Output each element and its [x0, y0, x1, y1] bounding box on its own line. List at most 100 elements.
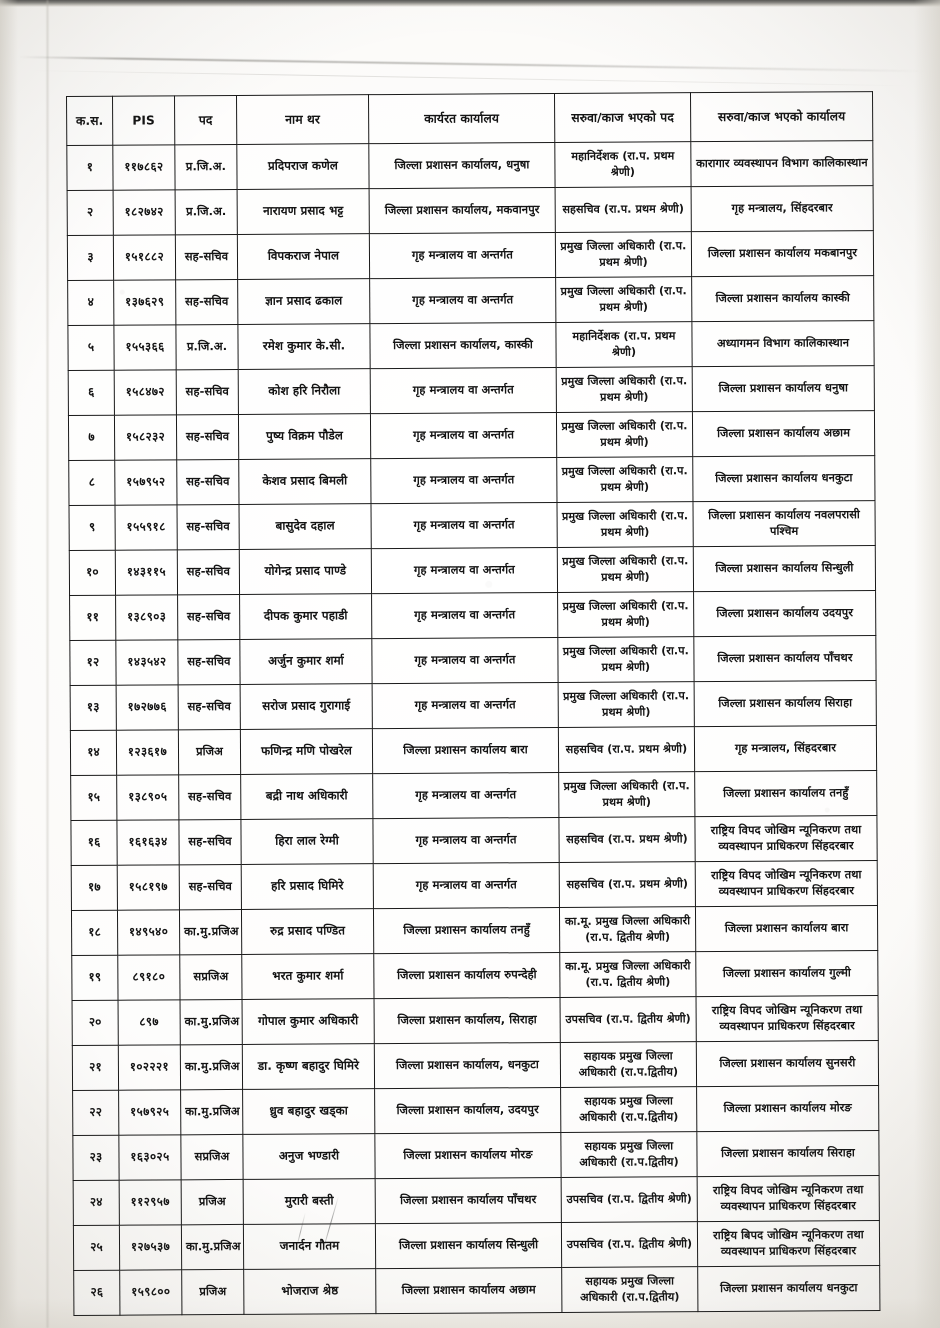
cell-pis: ८९१८०: [117, 954, 181, 1001]
cell-new-post: प्रमुख जिल्ला अधिकारी (रा.प. प्रथम श्रेण…: [555, 276, 692, 323]
table-row: १ ११७८६२ प्र.जि.अ. प्रदिपराज कणेल जिल्ला प्र…: [66, 140, 874, 191]
cell-new-office: जिल्ला प्रशासन कार्यालय नवलपरासी पश्चिम: [692, 500, 876, 547]
cell-serial: ६: [68, 370, 115, 416]
cell-current-office: गृह मन्त्रालय वा अन्तर्गत: [370, 367, 557, 414]
cell-new-office: जिल्ला प्रशासन कार्यालय मोरङ: [696, 1085, 879, 1132]
cell-new-office: जिल्ला प्रशासन कार्यालय पाँचथर: [693, 635, 877, 682]
cell-new-office: राष्ट्रिय विपद जोखिम न्यूनिकरण तथा व्यवस…: [694, 815, 878, 862]
cell-new-post: सहायक प्रमुख जिल्ला अधिकारी (रा.प.द्विती…: [560, 1131, 698, 1178]
cell-current-office: जिल्ला प्रशासन कार्यालय सिन्धुली: [375, 1222, 562, 1269]
cell-current-office: गृह मन्त्रालय वा अन्तर्गत: [373, 862, 560, 909]
header-row: क.स. PIS पद नाम थर कार्यरत कार्यालय सरुव…: [66, 91, 873, 146]
cell-pis: १५५९१८: [115, 504, 178, 551]
cell-current-office: जिल्ला प्रशासन कार्यालय, उदयपुर: [374, 1087, 561, 1134]
table-row: २० ८९७ का.मु.प्रजिअ गोपाल कुमार अधिकारी जिल्…: [72, 995, 879, 1046]
cell-name: डा. कृष्ण बहादुर घिमिरे: [242, 1043, 375, 1090]
cell-post: सह-सचिव: [177, 594, 240, 640]
cell-pis: ८९७: [118, 999, 181, 1046]
cell-pis: १५५३६६: [113, 324, 177, 371]
cell-pis: १०२२२१: [118, 1044, 181, 1091]
cell-new-post: सहायक प्रमुख जिल्ला अधिकारी (रा.प.द्विती…: [561, 1266, 698, 1313]
cell-current-office: जिल्ला प्रशासन कार्यालय बारा: [372, 727, 559, 774]
cell-serial: २१: [72, 1045, 119, 1091]
cell-current-office: गृह मन्त्रालय वा अन्तर्गत: [369, 277, 556, 324]
cell-post: प्रजिअ: [181, 1179, 244, 1225]
cell-name: हरि प्रसाद घिमिरे: [241, 863, 374, 910]
cell-post: प्र.जि.अ.: [175, 324, 239, 370]
column-header-current-office: कार्यरत कार्यालय: [368, 93, 555, 144]
cell-name: हिरा लाल रेग्मी: [240, 818, 374, 865]
table-body: १ ११७८६२ प्र.जि.अ. प्रदिपराज कणेल जिल्ला प्र…: [66, 140, 880, 1316]
cell-current-office: गृह मन्त्रालय वा अन्तर्गत: [370, 457, 557, 504]
cell-new-post: प्रमुख जिल्ला अधिकारी (रा.प. प्रथम श्रेण…: [557, 546, 694, 593]
cell-post: सह-सचिव: [176, 414, 239, 460]
cell-new-post: प्रमुख जिल्ला अधिकारी (रा.प. प्रथम श्रेण…: [558, 681, 695, 728]
cell-pis: १६१६३४: [116, 819, 180, 866]
cell-post: सह-सचिव: [178, 819, 242, 865]
cell-serial: १५: [70, 775, 117, 821]
cell-new-post: सहसचिव (रा.प. प्रथम श्रेणी): [558, 816, 696, 863]
table-row: ११ १३८९०३ सह-सचिव दीपक कुमार पहाडी गृह मन्त्…: [69, 590, 876, 641]
column-header-serial: क.स.: [66, 96, 113, 146]
cell-serial: २०: [72, 1000, 119, 1046]
cell-pis: १५१८८२: [113, 234, 176, 281]
cell-name: योगेन्द्र प्रसाद पाण्डे: [239, 548, 372, 595]
table-row: १२ १४३५४२ सह-सचिव अर्जुन कुमार शर्मा गृह मन्…: [69, 635, 877, 686]
cell-new-post: का.मू. प्रमुख जिल्ला अधिकारी (रा.प. द्वि…: [559, 951, 697, 998]
cell-name: बद्री नाथ अधिकारी: [240, 773, 373, 820]
cell-new-office: जिल्ला प्रशासन कार्यालय गुल्मी: [695, 950, 879, 997]
table-row: १९ ८९१८० सप्रजिअ भरत कुमार शर्मा जिल्ला प्रश…: [71, 950, 879, 1001]
cell-current-office: जिल्ला प्रशासन कार्यालय अछाम: [375, 1267, 562, 1314]
cell-name: दीपक कुमार पहाडी: [239, 593, 372, 640]
cell-new-office: राष्ट्रिय विपद जोखिम न्यूनिकरण तथा व्यवस…: [697, 1175, 880, 1222]
cell-post: सप्रजिअ: [180, 1134, 244, 1180]
cell-post: सह-सचिव: [178, 684, 241, 730]
cell-new-post: उपसचिव (रा.प. द्वितीय श्रेणी): [561, 1176, 698, 1223]
cell-serial: १८: [71, 910, 118, 956]
cell-new-office: जिल्ला प्रशासन कार्यालय धनुषा: [692, 365, 875, 412]
cell-name: गोपाल कुमार अधिकारी: [242, 998, 375, 1045]
table-row: १३ १७२७७६ सह-सचिव सरोज प्रसाद गुरागाई गृह मन…: [70, 680, 877, 731]
cell-current-office: गृह मन्त्रालय वा अन्तर्गत: [370, 412, 557, 459]
cell-pis: १७२७७६: [116, 684, 179, 731]
cell-name: फणिन्द्र मणि पोखरेल: [240, 728, 373, 775]
cell-new-post: सहायक प्रमुख जिल्ला अधिकारी (रा.प.द्विती…: [560, 1041, 697, 1088]
cell-post: का.मु.प्रजिअ: [181, 1224, 244, 1270]
cell-post: सह-सचिव: [175, 234, 238, 280]
table-row: २३ १६३०२५ सप्रजिअ अनुज भण्डारी जिल्ला प्रशास…: [72, 1130, 880, 1181]
scan-top-edge: [0, 0, 940, 7]
cell-serial: १६: [70, 820, 118, 866]
cell-post: सह-सचिव: [176, 459, 239, 505]
cell-post: सप्रजिअ: [179, 954, 243, 1000]
cell-new-office: राष्ट्रिय विपद जोखिम न्यूनिकरण तथा व्यवस…: [695, 860, 878, 907]
cell-name: भोजराज श्रेष्ठ: [243, 1268, 376, 1315]
cell-current-office: जिल्ला प्रशासन कार्यालय, धनकुटा: [374, 1042, 561, 1089]
cell-new-post: प्रमुख जिल्ला अधिकारी (रा.प. प्रथम श्रेण…: [558, 771, 695, 818]
cell-serial: ९: [69, 505, 116, 551]
cell-new-office: जिल्ला प्रशासन कार्यालय सिराहा: [694, 680, 877, 727]
cell-new-post: सहायक प्रमुख जिल्ला अधिकारी (रा.प.द्विती…: [560, 1086, 697, 1133]
cell-current-office: गृह मन्त्रालय वा अन्तर्गत: [370, 502, 558, 549]
table-row: ३ १५१८८२ सह-सचिव विपकराज नेपाल गृह मन्त्रालय…: [67, 230, 874, 281]
cell-pis: १५८२३२: [114, 414, 177, 461]
cell-name: ज्ञान प्रसाद ढकाल: [237, 278, 370, 325]
column-header-new-office: सरुवा/काज भएको कार्यालय: [690, 91, 873, 142]
cell-pis: १५८१९७: [117, 864, 180, 911]
cell-new-office: राष्ट्रिय विपद जोखिम न्यूनिकरण तथा व्यवस…: [696, 995, 879, 1042]
cell-serial: १३: [70, 685, 117, 731]
cell-pis: १३८९०३: [115, 594, 178, 641]
table-row: १० १४३११५ सह-सचिव योगेन्द्र प्रसाद पाण्डे गृ…: [69, 545, 876, 596]
scan-right-edge: [914, 0, 940, 1328]
cell-serial: १०: [69, 550, 116, 596]
transfer-table: क.स. PIS पद नाम थर कार्यरत कार्यालय सरुव…: [66, 91, 881, 1316]
cell-new-office: जिल्ला प्रशासन कार्यालय कास्की: [691, 275, 874, 322]
cell-current-office: जिल्ला प्रशासन कार्यालय मोरङ: [374, 1132, 562, 1179]
table-row: १५ १३८९०५ सह-सचिव बद्री नाथ अधिकारी गृह मन्त…: [70, 770, 877, 821]
cell-post: का.मु.प्रजिअ: [180, 1089, 243, 1135]
cell-current-office: जिल्ला प्रशासन कार्यालय, धनुषा: [368, 142, 556, 189]
table-row: २६ १५९८०० प्रजिअ भोजराज श्रेष्ठ जिल्ला प्रशा…: [73, 1265, 880, 1316]
cell-pis: १३७६२९: [113, 279, 176, 326]
cell-post: सह-सचिव: [176, 369, 239, 415]
cell-new-post: महानिर्देशक (रा.प. प्रथम श्रेणी): [555, 321, 693, 368]
cell-pis: १२७५३७: [119, 1224, 182, 1271]
